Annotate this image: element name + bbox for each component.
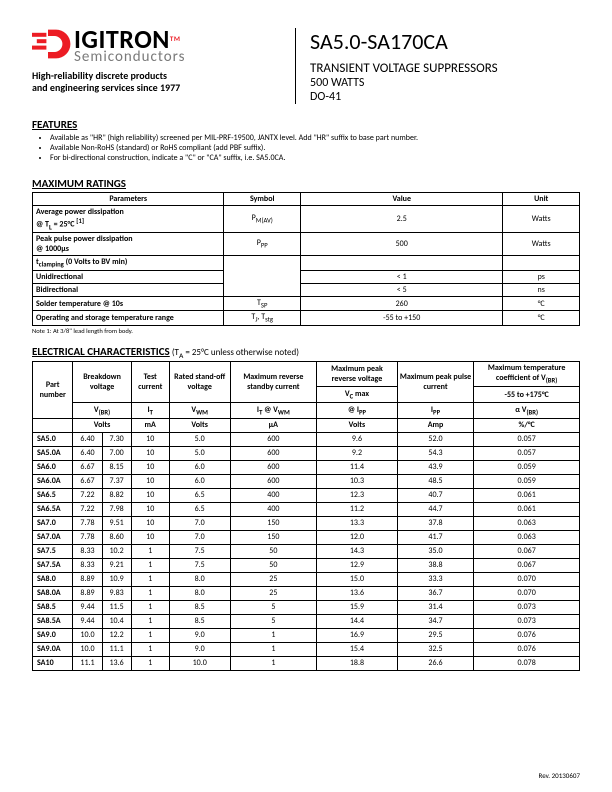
- h-ipp: Maximum peak pulse current: [397, 361, 474, 402]
- h3-tc: α V(BR): [474, 403, 580, 419]
- h4-volts3: Volts: [317, 418, 398, 432]
- h-vc: Maximum peak reverse voltage: [317, 361, 398, 387]
- h4-volts2: Volts: [169, 418, 230, 432]
- features-heading: FEATURES: [32, 118, 580, 131]
- h3-vc: @ IPP: [317, 403, 398, 419]
- table-row: SA9.010.012.219.0116.929.50.076: [33, 628, 580, 642]
- logo: IGITRONTM Semiconductors: [32, 28, 295, 68]
- h-tc: Maximum temperature coefficient of V(BR): [474, 361, 580, 387]
- h3-ir: IT @ VWM: [230, 403, 317, 419]
- h-vcmax: VC max: [317, 387, 398, 403]
- h-vwm: Rated stand-off voltage: [169, 361, 230, 402]
- elec-heading: ELECTRICAL CHARACTERISTICS: [32, 345, 170, 358]
- h4-ua: µA: [230, 418, 317, 432]
- h-range: -55 to +175°C: [474, 387, 580, 403]
- h-it: Test current: [131, 361, 169, 402]
- logo-column: IGITRONTM Semiconductors High-reliabilit…: [32, 28, 295, 104]
- subtitle: TRANSIENT VOLTAGE SUPPRESSORS: [310, 61, 498, 76]
- part-title: SA5.0-SA170CA: [310, 28, 498, 55]
- h4-volts1: Volts: [73, 418, 131, 432]
- feature-item: For bi-directional construction, indicat…: [50, 153, 580, 163]
- table-row: SA7.0A7.788.60107.015012.041.70.063: [33, 530, 580, 544]
- col-symbol: Symbol: [224, 193, 301, 206]
- table-row: SA6.0A6.677.37106.060010.348.50.059: [33, 474, 580, 488]
- table-row: SA8.0A8.899.8318.02513.636.70.070: [33, 586, 580, 600]
- table-row: SA6.57.228.82106.540012.340.70.061: [33, 488, 580, 502]
- ratings-heading: MAXIMUM RATINGS: [32, 177, 580, 190]
- title-column: SA5.0-SA170CA TRANSIENT VOLTAGE SUPPRESS…: [295, 28, 498, 104]
- h-ir: Maximum reverse standby current: [230, 361, 317, 402]
- h3-vbr: V(BR): [73, 403, 131, 419]
- package: DO-41: [310, 90, 498, 104]
- table-row: SA7.58.3310.217.55014.335.00.067: [33, 544, 580, 558]
- revision: Rev. 20130607: [539, 771, 580, 780]
- h3-ipp: IPP: [397, 403, 474, 419]
- col-value: Value: [301, 193, 503, 206]
- feature-item: Available Non-RoHS (standard) or RoHS co…: [50, 143, 580, 153]
- header: IGITRONTM Semiconductors High-reliabilit…: [32, 28, 580, 104]
- col-unit: Unit: [503, 193, 580, 206]
- table-row: SA6.5A7.227.98106.540011.244.70.061: [33, 502, 580, 516]
- h-part: Part number: [33, 361, 73, 418]
- elec-table: Part number Breakdown voltage Test curre…: [32, 361, 580, 671]
- table-row: SA5.0A6.407.00105.06009.254.30.057: [33, 446, 580, 460]
- h4-pct: %/°C: [474, 418, 580, 432]
- h4-ma: mA: [131, 418, 169, 432]
- elec-heading-row: ELECTRICAL CHARACTERISTICS (TA = 25°C un…: [32, 345, 580, 361]
- table-row: SA9.0A10.011.119.0115.432.50.076: [33, 642, 580, 656]
- tagline: High-reliability discrete productsand en…: [32, 70, 295, 94]
- table-row: SA1011.113.6110.0118.826.60.078: [33, 656, 580, 670]
- elec-cond: (TA = 25°C unless otherwise noted): [172, 347, 299, 358]
- col-param: Parameters: [33, 193, 224, 206]
- table-row: SA7.07.789.51107.015013.337.80.063: [33, 516, 580, 530]
- logo-sub: Semiconductors: [74, 48, 186, 66]
- feature-item: Available as "HR" (high reliability) scr…: [50, 133, 580, 143]
- h3-vwm: VWM: [169, 403, 230, 419]
- h4-blank: [33, 418, 73, 432]
- table-row: SA7.5A8.339.2117.55012.938.80.067: [33, 558, 580, 572]
- h4-amp: Amp: [397, 418, 474, 432]
- table-row: SA5.06.407.30105.06009.652.00.057: [33, 432, 580, 446]
- table-row: SA8.59.4411.518.5515.931.40.073: [33, 600, 580, 614]
- ratings-table: Parameters Symbol Value Unit Average pow…: [32, 192, 580, 326]
- table-row: SA6.06.678.15106.060011.443.90.059: [33, 460, 580, 474]
- note1: Note 1: At 3/8" lead length from body.: [32, 327, 580, 335]
- table-row: SA8.08.8910.918.02515.033.30.070: [33, 572, 580, 586]
- table-row: SA8.5A9.4410.418.5514.434.70.073: [33, 614, 580, 628]
- watts: 500 WATTS: [310, 76, 498, 90]
- h-vbr: Breakdown voltage: [73, 361, 131, 402]
- features-list: Available as "HR" (high reliability) scr…: [32, 133, 580, 163]
- h3-it: IT: [131, 403, 169, 419]
- logo-d-icon: [32, 28, 72, 68]
- logo-name: IGITRONTM: [74, 28, 186, 50]
